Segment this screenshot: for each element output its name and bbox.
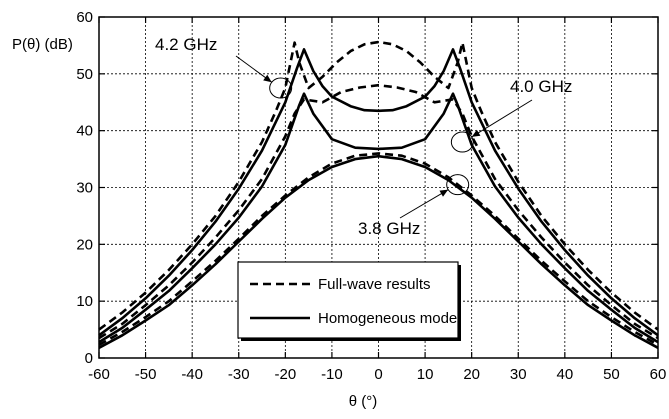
- annotation-circle: [446, 174, 470, 196]
- y-tick-label: 40: [76, 123, 93, 140]
- series-42-dashed: [98, 40, 659, 331]
- x-tick-label: -20: [274, 366, 296, 383]
- x-tick-label: -30: [228, 366, 250, 383]
- legend-box: [237, 261, 459, 339]
- x-tick-label: -50: [135, 366, 157, 383]
- frame-layer: -60 -50 -40 -30 -20 -10 0 10 20 30 40 50 60 0 10 20 30 40…: [76, 9, 666, 383]
- legend-label: Full-wave results: [318, 276, 431, 293]
- annotation-arrow: [399, 189, 449, 219]
- annotation-layer: 4.2 GHz 4.0 GHz 3.8 GHz: [155, 35, 572, 238]
- x-tick-label: -40: [181, 366, 203, 383]
- series-38-dashed: [98, 152, 659, 347]
- y-tick-label: 20: [76, 236, 93, 253]
- annotation-circle: [269, 77, 293, 99]
- annotation-label: 3.8 GHz: [358, 219, 420, 238]
- x-tick-label: -60: [88, 366, 110, 383]
- y-tick-label: 0: [85, 350, 93, 367]
- series-40-solid: [98, 92, 659, 344]
- x-tick-label: 30: [510, 366, 527, 383]
- y-tick-label: 60: [76, 9, 93, 26]
- x-tick-label: 0: [374, 366, 382, 383]
- x-tick-label: 20: [463, 366, 480, 383]
- plot-frame: [98, 16, 659, 359]
- x-tick-label: -10: [321, 366, 343, 383]
- x-axis-title: θ (°): [349, 393, 378, 410]
- annotation-arrowhead: [263, 74, 272, 83]
- y-tick-label: 30: [76, 180, 93, 197]
- annotation-arrowhead: [439, 189, 449, 197]
- series-40-dashed: [98, 83, 659, 340]
- series-layer: [98, 40, 659, 349]
- y-axis-title: P(θ) (dB): [12, 36, 73, 53]
- legend: Full-wave results Homogeneous model: [237, 261, 461, 341]
- y-tick-label: 10: [76, 293, 93, 310]
- annotation-label: 4.0 GHz: [510, 77, 572, 96]
- annotation-arrow: [471, 99, 533, 138]
- series-42-solid: [98, 48, 659, 337]
- series-38-solid: [98, 154, 659, 349]
- y-tick-label: 50: [76, 66, 93, 83]
- annotation-label: 4.2 GHz: [155, 35, 217, 54]
- x-tick-label: 10: [417, 366, 434, 383]
- x-tick-label: 40: [556, 366, 573, 383]
- annotation-circle: [450, 131, 474, 153]
- x-tick-label: 50: [603, 366, 620, 383]
- annotation-arrowhead: [471, 129, 481, 137]
- x-tick-label: 60: [650, 366, 667, 383]
- legend-label: Homogeneous model: [318, 310, 461, 327]
